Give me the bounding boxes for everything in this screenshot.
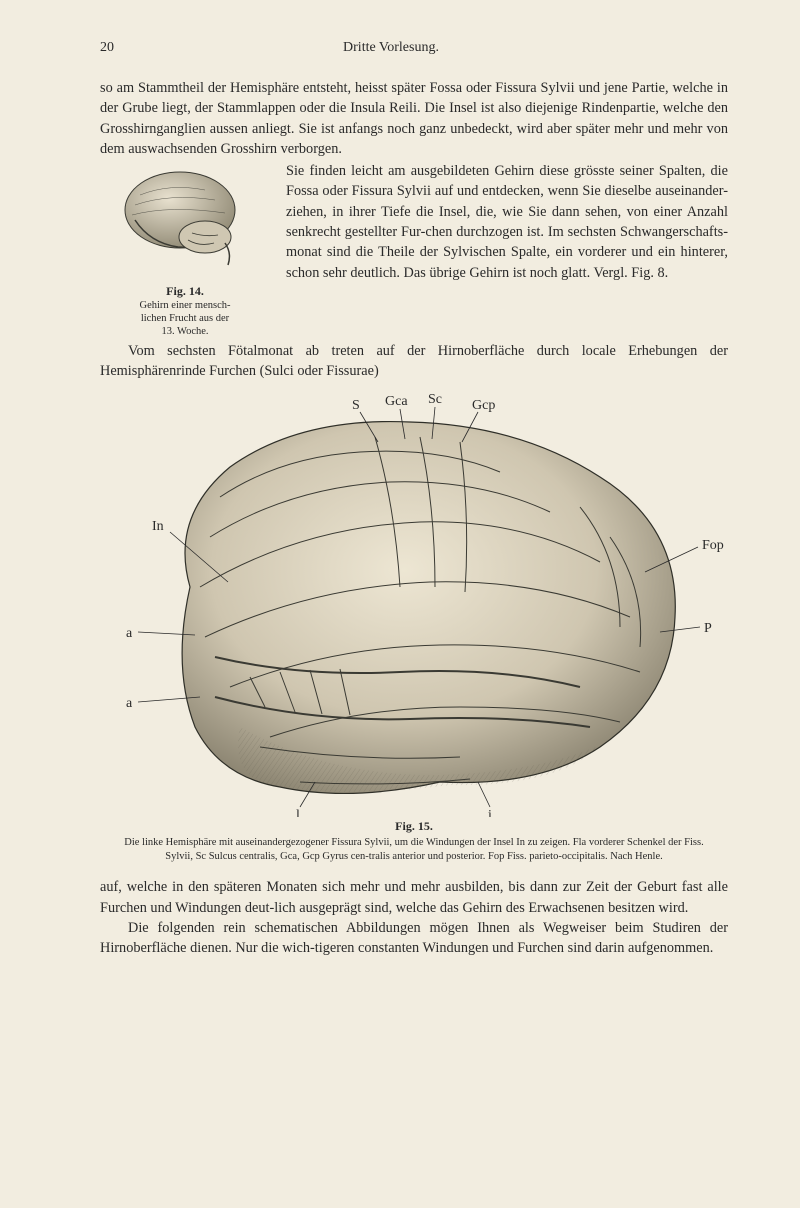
label-Gca: Gca <box>385 394 408 409</box>
figure-14-caption: Gehirn einer mensch- lichen Frucht aus d… <box>100 299 270 338</box>
paragraph-3: Vom sechsten Fötalmonat ab treten auf de… <box>100 341 728 382</box>
label-i: i <box>488 808 492 817</box>
label-Gcp: Gcp <box>472 398 495 413</box>
label-S: S <box>352 398 360 413</box>
running-head: Dritte Vorlesung. <box>74 40 708 56</box>
figure-15-label: Fig. 15. <box>100 819 728 834</box>
label-a-upper: a <box>126 626 133 641</box>
paragraph-4: auf, welche in den späteren Monaten sich… <box>100 877 728 918</box>
figure-14-label: Fig. 14. <box>100 284 270 299</box>
figure-15-illustration: S Gca Sc Gcp In Fop P a a l i <box>100 387 728 817</box>
label-P: P <box>704 621 712 636</box>
paragraph-5: Die folgenden rein schematischen Abbildu… <box>100 918 728 959</box>
figure-15: S Gca Sc Gcp In Fop P a a l i <box>100 387 728 817</box>
page-header: 20 Dritte Vorlesung. <box>100 40 728 56</box>
figure-14: Fig. 14. Gehirn einer mensch- lichen Fru… <box>100 165 270 338</box>
figure-14-illustration <box>110 165 260 280</box>
figure-15-caption: Die linke Hemisphäre mit auseinandergezo… <box>110 836 718 863</box>
label-a-lower: a <box>126 696 133 711</box>
label-l: l <box>296 808 300 817</box>
label-In: In <box>152 519 164 534</box>
label-Sc: Sc <box>428 392 442 407</box>
label-Fop: Fop <box>702 538 724 553</box>
paragraph-1: so am Stammtheil der Hemisphäre entsteht… <box>100 78 728 159</box>
